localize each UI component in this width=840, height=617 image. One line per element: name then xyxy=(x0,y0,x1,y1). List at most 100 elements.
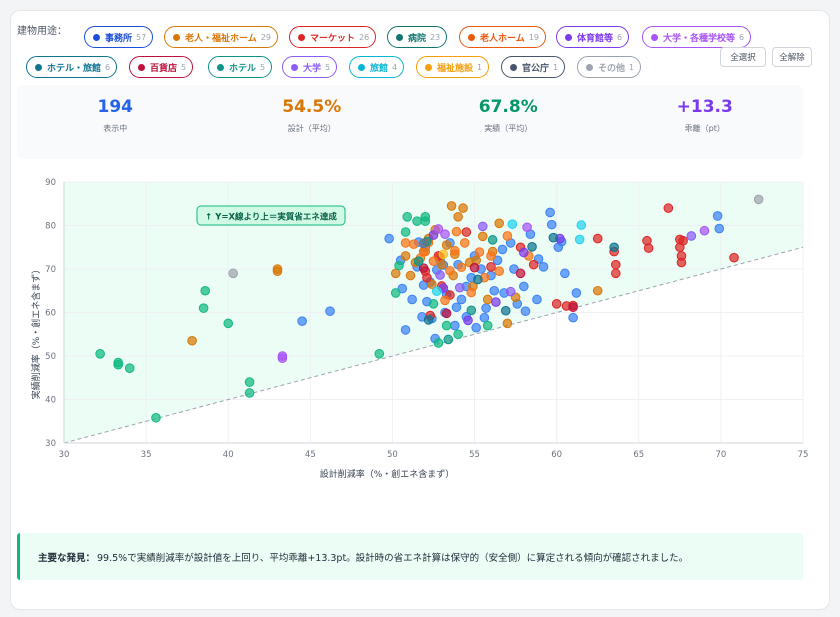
scatter-point[interactable] xyxy=(486,262,496,272)
scatter-point[interactable] xyxy=(418,238,429,249)
scatter-point[interactable] xyxy=(753,194,764,205)
filter-chip-kankocho[interactable]: 官公庁 1 xyxy=(501,56,566,78)
select-all-button[interactable]: 全選択 xyxy=(720,47,766,67)
scatter-point[interactable] xyxy=(494,218,504,229)
scatter-point[interactable] xyxy=(277,353,288,363)
scatter-point[interactable] xyxy=(502,231,513,241)
scatter-point[interactable] xyxy=(610,259,621,270)
scatter-point[interactable] xyxy=(420,246,431,257)
scatter-point[interactable] xyxy=(571,288,582,298)
filter-chip-hotel[interactable]: ホテル 5 xyxy=(208,56,273,78)
scatter-point[interactable] xyxy=(686,231,697,241)
scatter-point[interactable] xyxy=(412,216,422,226)
scatter-point[interactable] xyxy=(297,316,307,326)
scatter-point[interactable] xyxy=(413,256,424,266)
scatter-point[interactable] xyxy=(384,233,394,244)
scatter-point[interactable] xyxy=(440,229,450,239)
scatter-point[interactable] xyxy=(676,257,687,268)
scatter-point[interactable] xyxy=(502,318,513,329)
scatter-point[interactable] xyxy=(678,235,688,246)
scatter-point[interactable] xyxy=(200,285,211,296)
scatter-point[interactable] xyxy=(473,274,483,285)
scatter-point[interactable] xyxy=(494,266,504,276)
scatter-point[interactable] xyxy=(663,203,674,213)
filter-chip-taiikukan[interactable]: 体育館等 6 xyxy=(556,26,630,48)
scatter-point[interactable] xyxy=(400,238,411,248)
scatter-point[interactable] xyxy=(443,334,454,345)
scatter-point[interactable] xyxy=(400,227,411,237)
scatter-point[interactable] xyxy=(545,207,555,218)
scatter-point[interactable] xyxy=(407,294,417,305)
scatter-point[interactable] xyxy=(471,322,481,333)
scatter-point[interactable] xyxy=(433,224,444,234)
scatter-point[interactable] xyxy=(454,282,465,293)
filter-chip-sonota[interactable]: その他 1 xyxy=(577,56,642,78)
scatter-point[interactable] xyxy=(418,263,429,273)
filter-chip-byoin[interactable]: 病院 23 xyxy=(387,26,448,48)
scatter-point[interactable] xyxy=(712,211,723,221)
scatter-point[interactable] xyxy=(477,221,488,232)
scatter-point[interactable] xyxy=(509,264,519,274)
scatter-point[interactable] xyxy=(482,320,493,331)
filter-chip-daigaku-gakko[interactable]: 大学・各種学校等 6 xyxy=(642,26,752,48)
scatter-point[interactable] xyxy=(489,285,500,296)
scatter-point[interactable] xyxy=(400,325,411,335)
scatter-point[interactable] xyxy=(482,294,493,305)
scatter-point[interactable] xyxy=(441,320,452,331)
scatter-point[interactable] xyxy=(113,359,123,370)
scatter-point[interactable] xyxy=(427,279,437,290)
scatter-point[interactable] xyxy=(441,308,452,319)
scatter-point[interactable] xyxy=(453,329,463,340)
scatter-point[interactable] xyxy=(643,243,654,253)
scatter-point[interactable] xyxy=(568,312,578,323)
scatter-point[interactable] xyxy=(428,299,439,309)
scatter-point[interactable] xyxy=(474,247,485,257)
scatter-point[interactable] xyxy=(95,349,105,359)
scatter-point[interactable] xyxy=(223,318,234,329)
scatter-point[interactable] xyxy=(574,234,585,245)
scatter-point[interactable] xyxy=(451,226,462,237)
scatter-point[interactable] xyxy=(486,251,496,261)
scatter-point[interactable] xyxy=(507,219,518,229)
scatter-point[interactable] xyxy=(492,255,503,266)
filter-chip-hyakkaten[interactable]: 百貨店 5 xyxy=(129,56,194,78)
scatter-point[interactable] xyxy=(522,222,532,233)
scatter-point[interactable] xyxy=(519,247,529,258)
scatter-point[interactable] xyxy=(394,260,404,271)
scatter-point[interactable] xyxy=(440,295,450,306)
scatter-point[interactable] xyxy=(551,299,562,309)
scatter-point[interactable] xyxy=(453,212,463,222)
scatter-point[interactable] xyxy=(124,363,135,373)
scatter-point[interactable] xyxy=(244,377,255,387)
scatter-point[interactable] xyxy=(546,219,557,230)
scatter-point[interactable] xyxy=(450,245,460,256)
scatter-point[interactable] xyxy=(431,286,442,296)
scatter-point[interactable] xyxy=(477,231,488,242)
scatter-point[interactable] xyxy=(441,240,452,250)
scatter-point[interactable] xyxy=(469,262,480,273)
scatter-point[interactable] xyxy=(422,272,432,283)
scatter-point[interactable] xyxy=(505,286,516,297)
scatter-point[interactable] xyxy=(481,303,491,313)
scatter-point[interactable] xyxy=(610,268,621,279)
scatter-point[interactable] xyxy=(519,281,529,292)
scatter-point[interactable] xyxy=(459,238,470,248)
scatter-point[interactable] xyxy=(187,335,197,346)
scatter-point[interactable] xyxy=(451,302,462,313)
scatter-point[interactable] xyxy=(151,412,161,423)
scatter-point[interactable] xyxy=(244,388,255,398)
scatter-point[interactable] xyxy=(592,233,603,244)
filter-chip-rojin-home[interactable]: 老人ホーム 19 xyxy=(459,26,546,48)
scatter-point[interactable] xyxy=(576,220,587,230)
filter-chip-hotel-ryokan[interactable]: ホテル・旅館 6 xyxy=(26,56,118,78)
scatter-point[interactable] xyxy=(456,294,467,305)
scatter-point[interactable] xyxy=(198,303,209,313)
scatter-point[interactable] xyxy=(487,235,498,245)
scatter-point[interactable] xyxy=(515,268,526,279)
scatter-point[interactable] xyxy=(458,203,468,213)
scatter-point[interactable] xyxy=(402,212,413,222)
scatter-point[interactable] xyxy=(272,264,283,274)
scatter-point[interactable] xyxy=(390,268,401,279)
scatter-point[interactable] xyxy=(466,305,477,316)
filter-chip-rojin-fukushi-home[interactable]: 老人・福祉ホーム 29 xyxy=(164,26,278,48)
